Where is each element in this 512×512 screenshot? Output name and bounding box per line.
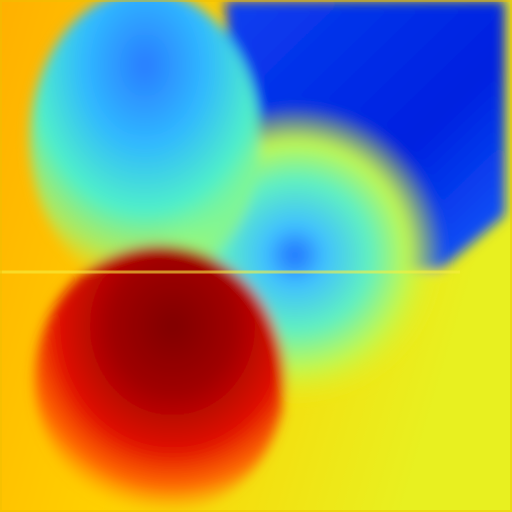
high-region	[35, 245, 285, 512]
field	[30, 0, 505, 512]
vortex-left	[30, 0, 260, 290]
